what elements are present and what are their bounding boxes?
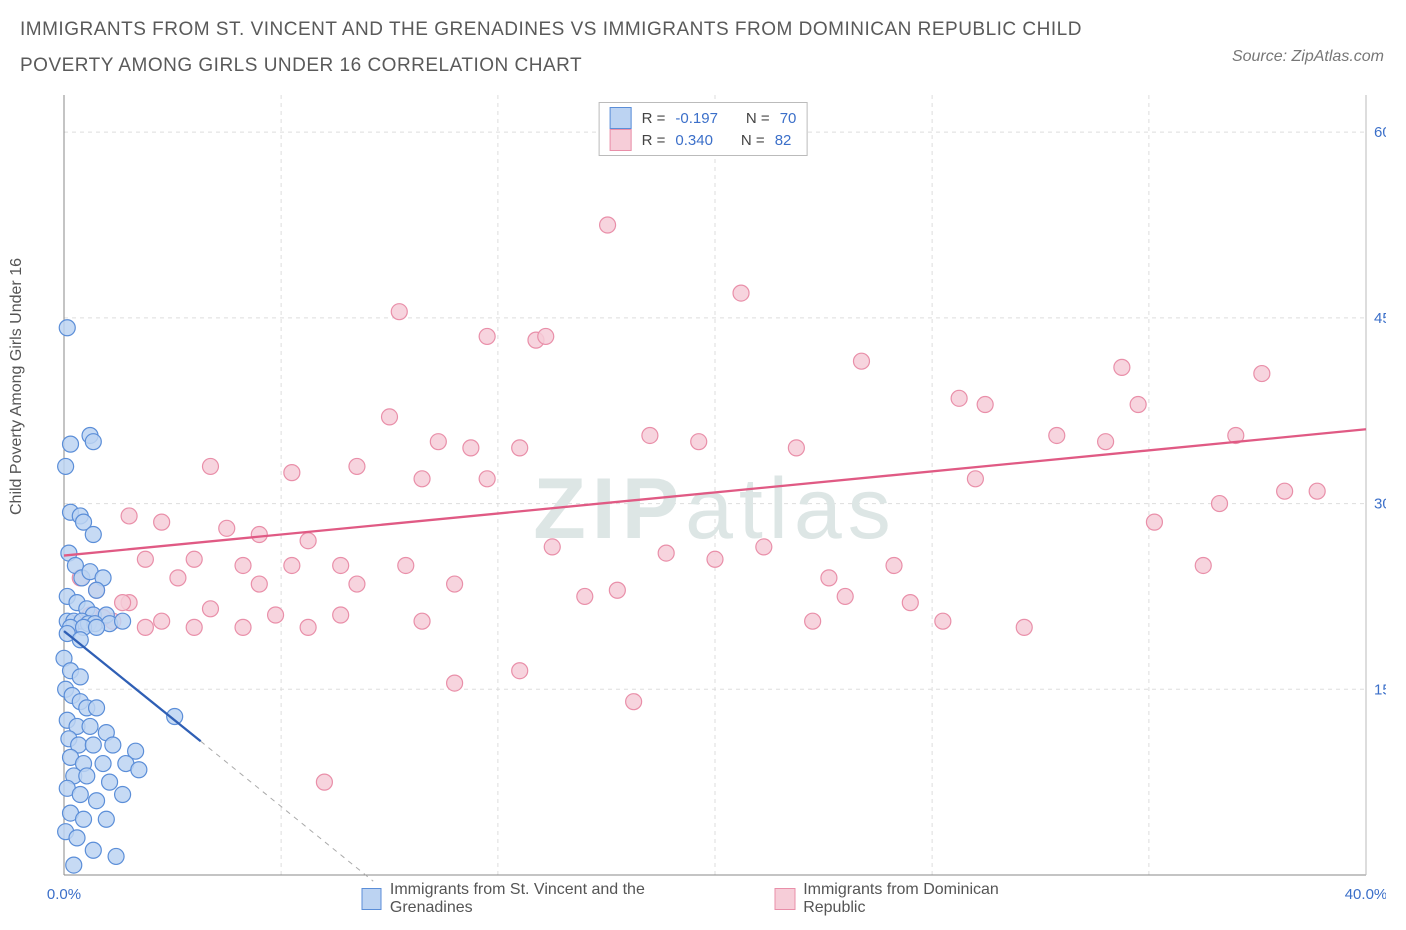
svg-text:45.0%: 45.0% bbox=[1374, 310, 1386, 327]
svg-text:ZIPatlas: ZIPatlas bbox=[533, 461, 896, 557]
r-value-2: 0.340 bbox=[675, 132, 713, 149]
n-value-2: 82 bbox=[775, 132, 792, 149]
svg-text:30.0%: 30.0% bbox=[1374, 496, 1386, 513]
swatch-series2 bbox=[610, 129, 632, 151]
n-label-2: N = bbox=[741, 132, 765, 149]
r-label-2: R = bbox=[642, 132, 666, 149]
legend-correlation: R = -0.197 N = 70 R = 0.340 N = 82 bbox=[599, 102, 808, 156]
source-label: Source: ZipAtlas.com bbox=[1232, 48, 1384, 66]
r-label-1: R = bbox=[642, 110, 666, 127]
n-value-1: 70 bbox=[780, 110, 797, 127]
r-value-1: -0.197 bbox=[675, 110, 718, 127]
swatch-series2-bottom bbox=[775, 888, 795, 910]
legend-item-series1: Immigrants from St. Vincent and the Gren… bbox=[362, 881, 705, 917]
swatch-series1 bbox=[610, 107, 632, 129]
y-axis-label: Child Poverty Among Girls Under 16 bbox=[8, 258, 26, 515]
svg-text:60.0%: 60.0% bbox=[1374, 124, 1386, 141]
swatch-series1-bottom bbox=[362, 888, 382, 910]
svg-text:15.0%: 15.0% bbox=[1374, 681, 1386, 698]
svg-text:0.0%: 0.0% bbox=[47, 886, 81, 903]
scatter-chart: 15.0% 30.0% 45.0% 60.0% 0.0% 40.0% ZIPatlas bbox=[20, 95, 1386, 915]
n-label-1: N = bbox=[746, 110, 770, 127]
legend-row-series1: R = -0.197 N = 70 bbox=[610, 107, 797, 129]
legend-series: Immigrants from St. Vincent and the Gren… bbox=[362, 881, 1045, 917]
plot-container: Child Poverty Among Girls Under 16 R = -… bbox=[20, 95, 1386, 915]
legend-label-series1: Immigrants from St. Vincent and the Gren… bbox=[390, 881, 705, 917]
legend-label-series2: Immigrants from Dominican Republic bbox=[803, 881, 1044, 917]
legend-row-series2: R = 0.340 N = 82 bbox=[610, 129, 797, 151]
chart-title: IMMIGRANTS FROM ST. VINCENT AND THE GREN… bbox=[20, 12, 1120, 84]
legend-item-series2: Immigrants from Dominican Republic bbox=[775, 881, 1045, 917]
svg-text:40.0%: 40.0% bbox=[1345, 886, 1386, 903]
